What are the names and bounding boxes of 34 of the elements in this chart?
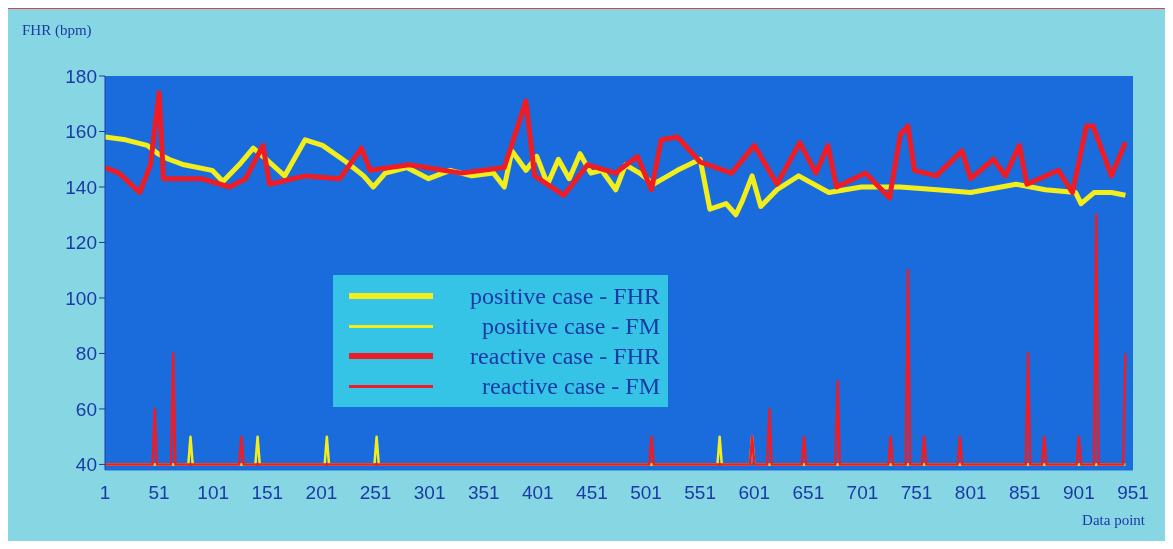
legend-label: positive case - FM (481, 312, 660, 340)
x-tick-label: 51 (148, 482, 170, 504)
y-tick-label: 100 (65, 287, 97, 309)
x-tick-label: 551 (684, 482, 717, 504)
x-tick-label: 151 (251, 482, 284, 504)
y-tick-label: 80 (75, 343, 97, 365)
y-tick-label: 60 (75, 398, 97, 420)
x-tick-label: 801 (954, 482, 987, 504)
x-tick-label: 751 (900, 482, 933, 504)
x-tick-label: 1 (99, 482, 111, 504)
x-tick-label: 851 (1008, 482, 1041, 504)
y-axis-title: FHR (bpm) (22, 22, 92, 39)
y-tick-label: 180 (65, 65, 97, 87)
x-tick-label: 201 (305, 482, 338, 504)
x-tick-label: 951 (1117, 482, 1149, 504)
legend-label: positive case - FHR (469, 282, 660, 310)
x-axis-title: Data point (1082, 512, 1145, 529)
y-tick-label: 140 (65, 176, 97, 198)
legend-label: reactive case - FM (481, 372, 660, 400)
x-tick-label: 451 (576, 482, 608, 504)
x-tick-label: 101 (197, 482, 230, 504)
x-tick-label: 651 (792, 482, 825, 504)
y-tick-label: 120 (65, 232, 97, 254)
x-tick-label: 501 (630, 482, 662, 504)
x-tick-label: 251 (359, 482, 392, 504)
x-tick-label: 601 (738, 482, 771, 504)
x-tick-label: 901 (1063, 482, 1095, 504)
y-tick-label: 160 (65, 121, 97, 143)
legend-label: reactive case - FHR (469, 342, 660, 370)
x-tick-label: 351 (467, 482, 500, 504)
x-tick-label: 301 (413, 482, 446, 504)
x-tick-label: 401 (521, 482, 554, 504)
y-tick-label: 40 (75, 454, 97, 476)
x-tick-label: 701 (846, 482, 879, 504)
